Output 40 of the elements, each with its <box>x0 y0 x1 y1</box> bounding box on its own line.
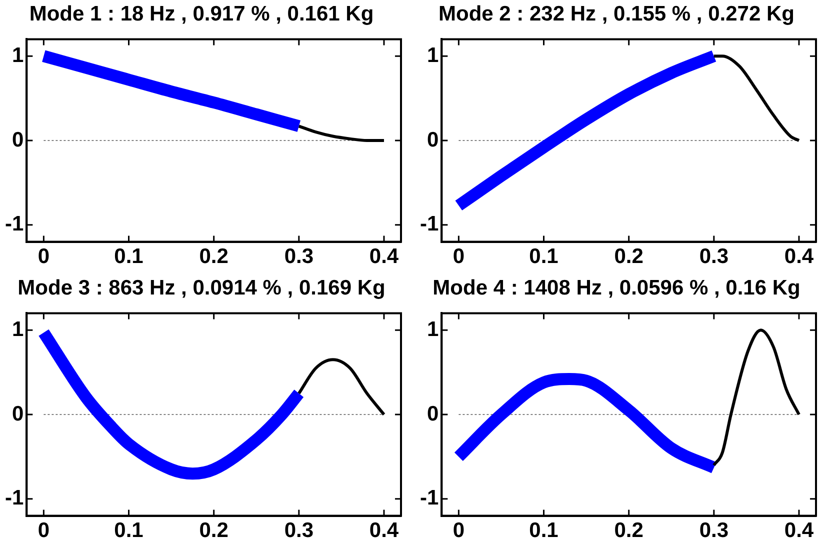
y-tick-label: 1 <box>12 44 24 67</box>
y-tick-label: -1 <box>420 212 439 236</box>
x-tick-label: 0.4 <box>784 518 814 542</box>
x-tick-label: 0 <box>38 245 50 268</box>
chart-title: Mode 1 : 18 Hz , 0.917 % , 0.161 Kg <box>29 2 374 26</box>
line-series <box>712 54 800 142</box>
y-tick-label: -1 <box>4 212 24 236</box>
line-series <box>712 328 800 466</box>
x-tick-label: 0.4 <box>369 518 399 542</box>
y-tick-label: 1 <box>12 317 24 340</box>
x-tick-label: 0.2 <box>614 245 644 268</box>
y-tick-label: -1 <box>4 486 24 510</box>
x-tick-label: 0.2 <box>199 518 228 542</box>
x-tick-label: 0 <box>452 245 465 268</box>
chart-title: Mode 4 : 1408 Hz , 0.0596 % , 0.16 Kg <box>432 276 800 299</box>
y-tick-label: 1 <box>426 317 439 340</box>
x-tick-label: 0 <box>452 518 465 542</box>
chart-title: Mode 3 : 863 Hz , 0.0914 % , 0.169 Kg <box>18 276 386 299</box>
x-tick-label: 0.4 <box>784 245 814 268</box>
y-tick-label: 0 <box>12 128 24 152</box>
chart-title: Mode 2 : 232 Hz , 0.155 % , 0.272 Kg <box>438 2 794 26</box>
line-series <box>297 124 386 142</box>
y-tick-label: 0 <box>12 402 24 425</box>
x-tick-label: 0.3 <box>284 245 314 268</box>
x-tick-label: 0.1 <box>114 518 144 542</box>
x-tick-label: 0.3 <box>699 245 729 268</box>
y-tick-label: -1 <box>420 486 439 510</box>
line-series <box>297 358 386 416</box>
x-tick-label: 0.2 <box>199 245 228 268</box>
x-tick-label: 0.2 <box>614 518 644 542</box>
x-tick-label: 0.3 <box>284 518 314 542</box>
y-tick-label: 1 <box>426 44 439 67</box>
y-tick-label: 0 <box>426 402 439 425</box>
x-tick-label: 0.1 <box>114 245 144 268</box>
y-tick-label: 0 <box>426 128 439 152</box>
x-tick-label: 0.3 <box>699 518 729 542</box>
x-tick-label: 0.1 <box>529 518 559 542</box>
x-tick-label: 0.4 <box>369 245 399 268</box>
x-tick-label: 0.1 <box>529 245 559 268</box>
x-tick-label: 0 <box>38 518 50 542</box>
